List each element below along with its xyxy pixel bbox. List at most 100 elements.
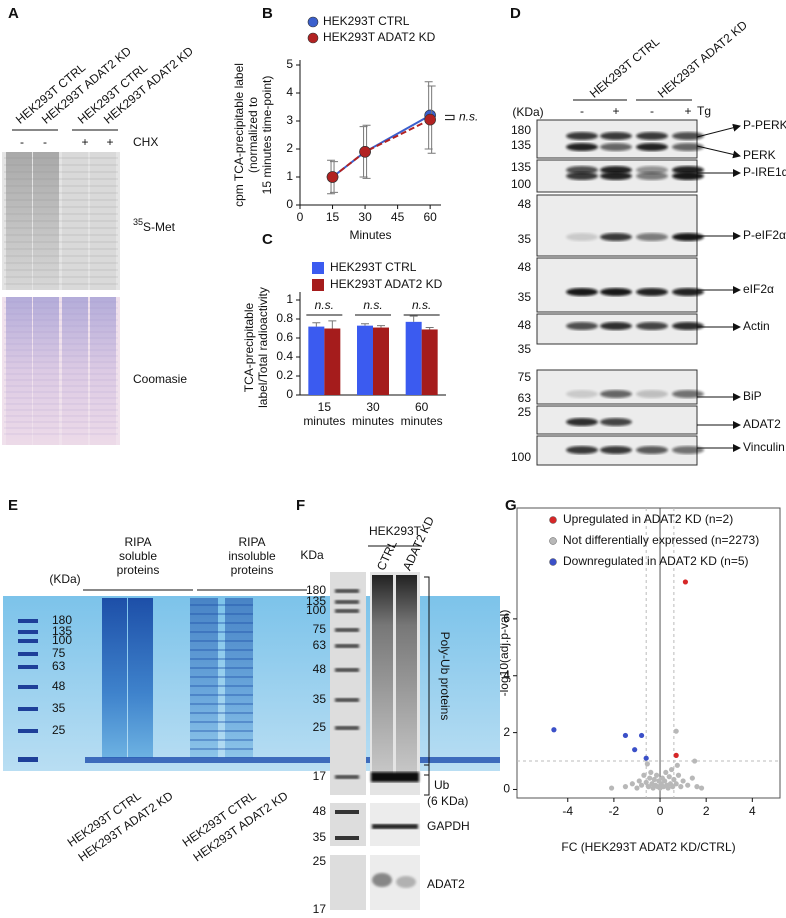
mw-label: 35 bbox=[52, 701, 66, 715]
data-point bbox=[685, 782, 691, 788]
arrow bbox=[696, 123, 741, 138]
data-point bbox=[671, 776, 677, 783]
treatment-name: Tg bbox=[697, 104, 711, 118]
gel-lane bbox=[225, 598, 253, 758]
blot-band bbox=[566, 143, 598, 151]
probe-label: 35S-Met bbox=[133, 217, 176, 234]
data-point bbox=[424, 113, 436, 126]
series-line bbox=[331, 118, 431, 178]
treatment-label: - bbox=[650, 104, 654, 118]
x-tick-label-line: minutes bbox=[303, 414, 345, 428]
data-point bbox=[663, 769, 669, 776]
data-point bbox=[653, 772, 660, 778]
treatment-label: + bbox=[612, 104, 619, 118]
data-point bbox=[638, 732, 645, 739]
legend-swatch bbox=[312, 262, 324, 274]
blot-band bbox=[600, 132, 632, 140]
error-bar bbox=[377, 325, 385, 328]
ladder-band bbox=[335, 698, 359, 702]
ladder-band bbox=[335, 609, 359, 613]
blot-band bbox=[396, 876, 416, 888]
treatment-label: - bbox=[580, 104, 584, 118]
mw-label: 75 bbox=[52, 646, 66, 660]
data-point bbox=[662, 778, 668, 784]
annotation-bracket bbox=[445, 114, 455, 121]
mw-label: 75 bbox=[313, 622, 327, 636]
legend-marker bbox=[307, 16, 319, 28]
x-tick-label: 60 minutes bbox=[401, 400, 443, 428]
y-tick-label: 0 bbox=[286, 197, 293, 211]
mw-label: 135 bbox=[511, 138, 531, 152]
blot-band bbox=[566, 288, 598, 296]
group-label: proteins bbox=[117, 563, 160, 577]
panel-label: E bbox=[8, 497, 18, 514]
group-label: RIPA bbox=[238, 535, 265, 549]
error-bar bbox=[312, 322, 321, 327]
plot-frame bbox=[516, 507, 781, 799]
blot-band bbox=[600, 446, 632, 454]
x-tick-label: 30 bbox=[358, 210, 372, 224]
mw-label: 100 bbox=[511, 177, 531, 191]
group-label: HEK293T CTRL bbox=[587, 34, 662, 101]
x-tick-label: 60 bbox=[423, 210, 437, 224]
blot-band bbox=[600, 166, 632, 174]
blot-band bbox=[636, 233, 668, 241]
blot-band bbox=[600, 390, 632, 398]
probe-superscript: 35 bbox=[133, 217, 143, 227]
mw-label: 135 bbox=[306, 594, 326, 608]
blot-band bbox=[372, 824, 418, 829]
mw-label: 100 bbox=[52, 633, 72, 647]
legend-label: HEK293T CTRL bbox=[323, 14, 410, 28]
data-point bbox=[682, 579, 689, 585]
treatment-label: + bbox=[684, 104, 691, 118]
ladder-band bbox=[335, 726, 359, 730]
target-label: ADAT2 bbox=[743, 417, 781, 431]
x-tick-label: 45 bbox=[391, 210, 405, 224]
blot-band bbox=[636, 166, 668, 174]
annotation: n.s. bbox=[363, 298, 382, 312]
bar bbox=[357, 325, 373, 395]
x-tick-label: 4 bbox=[749, 804, 756, 818]
y-tick-label: 0 bbox=[503, 782, 510, 796]
error-bar bbox=[409, 315, 418, 322]
ladder-band bbox=[335, 775, 359, 779]
blot-band bbox=[600, 143, 632, 151]
mw-label: 135 bbox=[52, 624, 72, 638]
data-point bbox=[632, 747, 638, 753]
y-tick-label: 1 bbox=[286, 169, 293, 183]
data-point bbox=[641, 772, 647, 778]
panel-label: B bbox=[262, 5, 273, 22]
y-tick-label: 1 bbox=[286, 292, 293, 306]
blot-band bbox=[636, 288, 668, 296]
blot bbox=[536, 257, 698, 313]
blot-band bbox=[600, 233, 632, 241]
data-point bbox=[665, 785, 671, 791]
data-point bbox=[675, 772, 682, 778]
y-tick-label: 6 bbox=[503, 611, 510, 625]
gel-lane bbox=[102, 598, 127, 758]
group-label: insoluble bbox=[228, 549, 276, 563]
y-tick-label: 0.4 bbox=[276, 349, 293, 363]
data-point bbox=[648, 769, 654, 776]
mw-label: 48 bbox=[518, 318, 532, 332]
ladder-band bbox=[18, 652, 38, 656]
data-point bbox=[673, 781, 679, 787]
ladder-band bbox=[335, 668, 359, 672]
target-label: BiP bbox=[743, 389, 762, 403]
bar bbox=[405, 321, 422, 395]
y-tick-label: 0.2 bbox=[276, 368, 293, 382]
gel-lane bbox=[62, 297, 88, 445]
mw-label: 135 bbox=[511, 160, 531, 174]
data-point bbox=[668, 766, 675, 773]
mw-label: 48 bbox=[518, 197, 532, 211]
blot-band bbox=[672, 172, 704, 180]
data-point bbox=[634, 785, 640, 791]
ladder-band bbox=[18, 707, 38, 711]
data-point bbox=[643, 779, 649, 785]
target-label: GAPDH bbox=[427, 819, 470, 833]
ladder-band bbox=[18, 665, 38, 669]
blot-band bbox=[371, 772, 419, 782]
data-point bbox=[638, 782, 645, 788]
legend-label: HEK293T ADAT2 KD bbox=[330, 277, 443, 291]
mw-label: 63 bbox=[52, 659, 66, 673]
